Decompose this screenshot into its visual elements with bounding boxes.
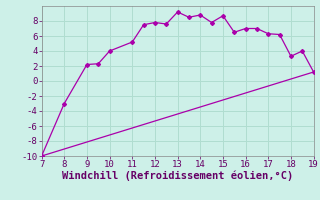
X-axis label: Windchill (Refroidissement éolien,°C): Windchill (Refroidissement éolien,°C) (62, 171, 293, 181)
